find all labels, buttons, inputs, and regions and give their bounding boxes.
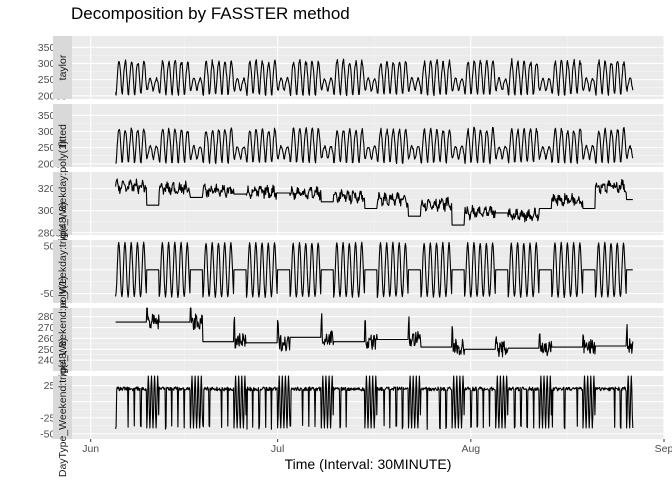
facet-strip [53,308,72,371]
facet-strip [53,104,72,167]
facet-strip [53,240,72,303]
chart-title: Decomposition by FASSTER method [71,4,350,23]
x-tick-label: Aug [461,443,480,455]
series-line [115,178,633,226]
facet-strip-label: DayType_Weekend:poly(1) [57,276,69,402]
series-line [115,307,634,358]
facet-strip [53,172,72,235]
facet-strip-label: DayType_Weekday:poly(1) [57,141,69,267]
facet-strip-label: fitted [57,124,69,147]
facet-strip [53,36,72,99]
series-line [115,57,634,97]
panel-5: 2400025000260002700028000DayType_Weekend… [38,276,665,403]
x-tick-label: Jun [82,443,99,455]
panel-4: -500005000DayType_Weekday:trig(48, 8) [40,202,665,341]
x-tick-label: Jul [271,443,284,455]
panel-background [72,308,664,371]
x-tick-label: Sep [655,443,672,455]
series-line [115,375,634,430]
facet-strip-label: DayType_Weekend:trig(48, 8) [57,338,69,477]
panel-6: -5000-250002500DayType_Weekend:trig(48, … [40,338,665,477]
series-line [115,241,633,299]
facet-strip [53,376,72,439]
facet-strip-label: taylor [57,54,69,80]
facet-strip-label: DayType_Weekday:trig(48, 8) [57,202,69,341]
panel-background [72,172,664,235]
x-axis-label: Time (Interval: 30MINUTE) [284,456,452,472]
series-line [115,126,634,165]
